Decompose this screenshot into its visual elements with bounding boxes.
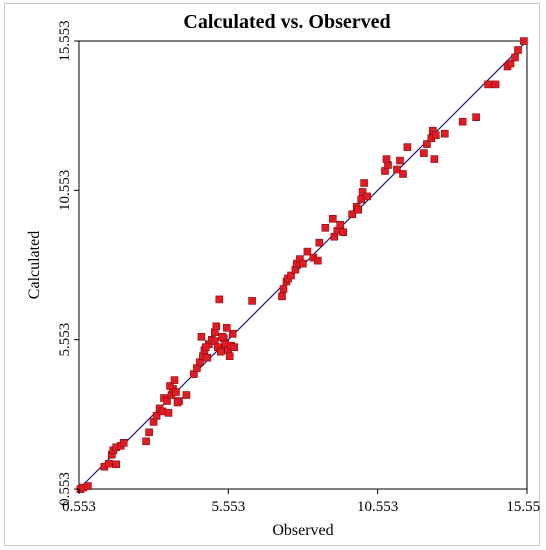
- data-point: [420, 149, 428, 157]
- data-point: [458, 117, 467, 126]
- data-point: [520, 37, 528, 45]
- data-point: [119, 438, 128, 447]
- data-point: [484, 80, 492, 89]
- data-point: [279, 285, 288, 293]
- data-point: [203, 353, 212, 362]
- data-points: [76, 37, 528, 493]
- data-point: [218, 332, 227, 341]
- data-point: [423, 140, 431, 148]
- data-point: [299, 259, 307, 268]
- data-point: [84, 482, 92, 490]
- data-point: [287, 271, 295, 280]
- data-point: [163, 397, 171, 405]
- data-point: [354, 206, 363, 214]
- data-point: [230, 343, 238, 352]
- data-point: [278, 292, 286, 301]
- data-point: [152, 412, 161, 420]
- data-point: [112, 460, 120, 469]
- data-point: [430, 155, 439, 163]
- data-point: [382, 155, 391, 163]
- x-axis-title: Observed: [272, 522, 333, 539]
- y-axis-ticks: 0.553 5.553 10.553 15.553: [57, 20, 79, 506]
- data-point: [173, 398, 182, 407]
- data-point: [363, 192, 371, 201]
- data-point: [491, 80, 500, 89]
- data-point: [212, 322, 221, 331]
- data-point: [223, 323, 231, 332]
- data-point: [514, 46, 522, 54]
- data-point: [217, 347, 225, 356]
- data-point: [511, 53, 519, 62]
- data-point: [328, 215, 337, 223]
- data-point: [358, 188, 367, 196]
- data-point: [170, 376, 179, 384]
- x-tick-label: 10.553: [357, 499, 398, 515]
- data-point: [396, 156, 404, 165]
- data-point: [166, 382, 174, 390]
- data-point: [248, 297, 256, 305]
- y-tick-label: 5.553: [57, 323, 73, 357]
- data-point: [472, 113, 480, 121]
- y-tick-label: 0.553: [57, 472, 73, 506]
- data-point: [336, 221, 345, 229]
- data-point: [403, 143, 412, 151]
- data-point: [348, 210, 357, 219]
- data-point: [339, 228, 348, 236]
- data-point: [313, 256, 322, 265]
- data-point: [164, 409, 173, 417]
- data-point: [215, 295, 224, 304]
- data-point: [202, 343, 210, 352]
- scatter-chart: Calculated vs. Observed 0.553 5.553 10.553…: [26, 11, 541, 539]
- data-point: [399, 170, 407, 178]
- y-tick-label: 10.553: [57, 170, 73, 211]
- y-axis-title: Calculated: [26, 231, 43, 299]
- x-tick-label: 0.553: [62, 499, 96, 515]
- x-axis-ticks: 0.553 5.553 10.553 15.553: [62, 489, 541, 515]
- data-point: [303, 247, 312, 256]
- data-point: [228, 329, 237, 338]
- data-point: [440, 129, 449, 138]
- data-point: [431, 131, 440, 139]
- data-point: [360, 179, 368, 187]
- x-tick-label: 5.553: [211, 499, 245, 515]
- data-point: [145, 428, 153, 437]
- data-point: [321, 224, 330, 232]
- data-point: [197, 332, 206, 341]
- data-point: [172, 388, 180, 396]
- chart-frame: Calculated vs. Observed 0.553 5.553 10.553…: [4, 3, 541, 546]
- data-point: [182, 391, 191, 399]
- data-point: [393, 165, 401, 174]
- x-tick-label: 15.553: [506, 499, 541, 515]
- data-point: [105, 459, 113, 468]
- data-point: [142, 437, 150, 446]
- data-point: [506, 59, 515, 68]
- data-point: [225, 352, 234, 361]
- data-point: [315, 238, 324, 247]
- chart-title: Calculated vs. Observed: [183, 11, 390, 33]
- y-tick-label: 15.553: [57, 20, 73, 61]
